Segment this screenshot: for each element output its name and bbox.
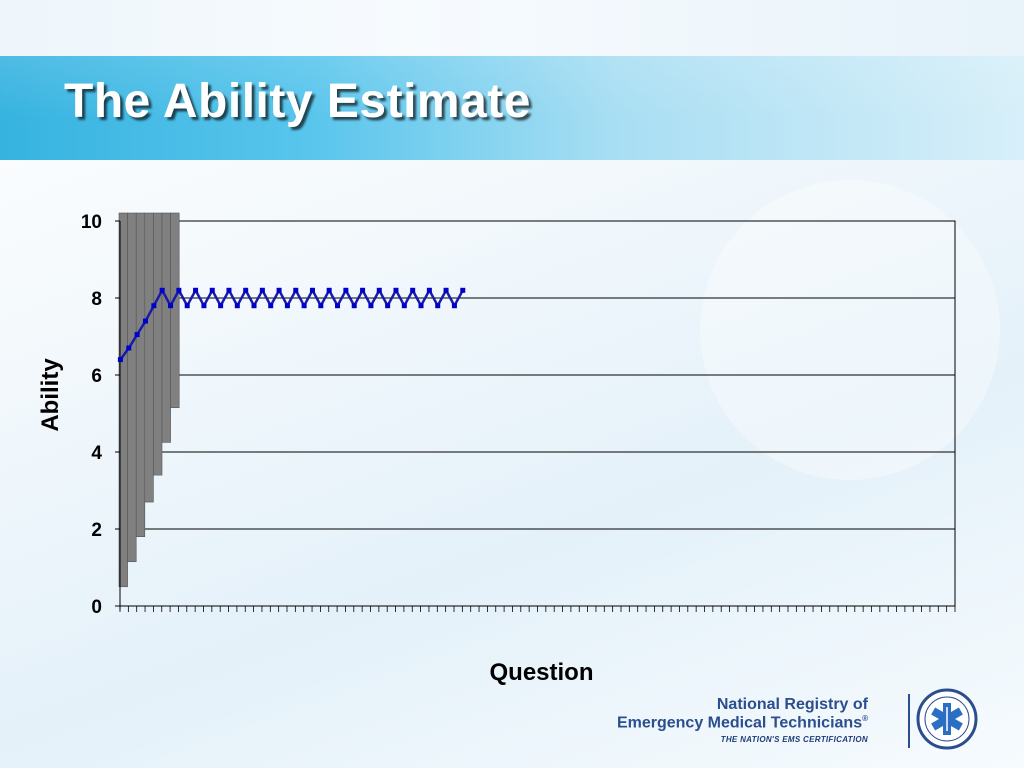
ability-point-20	[276, 287, 282, 293]
logo-line-2: Emergency Medical Technicians®	[617, 714, 868, 732]
ability-point-28	[343, 287, 349, 293]
slide-title: The Ability Estimate	[64, 75, 531, 128]
y-tick-label-2: 2	[91, 520, 102, 541]
ability-point-33	[385, 303, 391, 309]
y-axis-title: Ability	[37, 358, 64, 432]
x-axis-title: Question	[489, 659, 593, 686]
ability-point-29	[351, 303, 357, 309]
ability-point-27	[335, 303, 341, 309]
ability-point-22	[293, 287, 299, 293]
bar-3	[135, 212, 146, 538]
ability-point-8	[176, 287, 182, 293]
ability-point-19	[268, 303, 274, 309]
ability-point-26	[326, 287, 332, 293]
bar-6	[161, 212, 171, 443]
ability-point-31	[368, 303, 374, 309]
ability-point-15	[234, 303, 240, 309]
ability-point-9	[184, 303, 190, 309]
ability-point-30	[360, 287, 366, 293]
nremt-logo: National Registry of Emergency Medical T…	[617, 686, 990, 756]
logo-line-2-text: Emergency Medical Technicians	[616, 714, 863, 732]
ability-point-4	[142, 318, 148, 324]
ability-point-23	[301, 303, 307, 309]
ability-point-10	[193, 287, 199, 293]
y-tick-label-6: 6	[91, 366, 102, 387]
ability-point-40	[443, 287, 449, 293]
plot-area-frame	[119, 220, 956, 607]
bar-4	[144, 212, 154, 503]
ability-point-2	[126, 345, 132, 351]
ability-point-39	[435, 303, 441, 309]
logo-divider	[908, 694, 910, 748]
ability-point-14	[226, 287, 232, 293]
ability-point-16	[243, 287, 249, 293]
bar-5	[153, 212, 163, 476]
ability-point-41	[451, 303, 457, 309]
y-tick-label-4: 4	[91, 443, 102, 464]
title-band	[0, 56, 1024, 160]
ability-point-11	[201, 303, 207, 309]
bar-7	[170, 212, 180, 409]
background-top-band	[0, 0, 1024, 56]
ability-point-17	[251, 303, 257, 309]
ability-point-6	[159, 287, 165, 293]
y-tick-label-8: 8	[91, 289, 102, 310]
y-tick-label-0: 0	[91, 597, 102, 618]
background-decoration	[700, 180, 1000, 480]
bar-2	[127, 212, 137, 563]
ability-point-12	[209, 287, 215, 293]
ability-point-24	[309, 287, 315, 293]
ability-point-21	[284, 303, 290, 309]
ability-point-13	[218, 303, 224, 309]
ability-point-38	[426, 287, 432, 293]
logo-tagline: THE NATION'S EMS CERTIFICATION	[720, 735, 868, 744]
logo-line-1: National Registry of	[716, 696, 868, 713]
ability-point-1	[117, 357, 123, 363]
ability-point-37	[418, 303, 424, 309]
ability-point-36	[410, 287, 416, 293]
ability-line	[119, 287, 464, 361]
ability-point-35	[401, 303, 407, 309]
ability-point-3	[134, 332, 140, 338]
ability-point-25	[318, 303, 324, 309]
ability-point-7	[168, 303, 174, 309]
ability-point-5	[151, 303, 157, 309]
star-of-life-icon	[916, 688, 978, 750]
ability-point-34	[393, 287, 399, 293]
registered-mark: ®	[862, 714, 868, 723]
ability-point-42	[460, 287, 466, 293]
ability-point-18	[259, 287, 265, 293]
y-tick-label-10: 10	[81, 212, 102, 233]
ability-point-32	[376, 287, 382, 293]
